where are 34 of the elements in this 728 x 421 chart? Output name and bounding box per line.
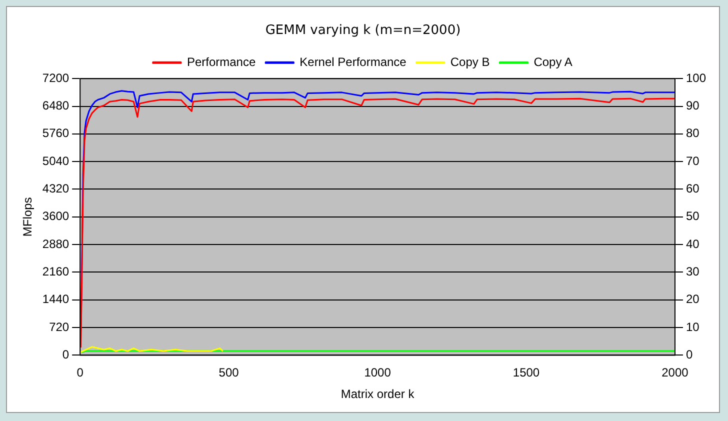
y2-tick-label: 80	[686, 126, 700, 140]
chart-title: GEMM varying k (m=n=2000)	[265, 23, 461, 38]
y2-tick-label: 90	[686, 98, 700, 113]
legend-label: Kernel Performance	[300, 54, 407, 69]
y2-tick-label: 50	[686, 209, 700, 224]
x-tick-label: 1000	[364, 366, 392, 380]
x-tick-label: 2000	[662, 366, 689, 380]
legend-label: Performance	[186, 54, 256, 69]
y-tick-label: 7200	[42, 70, 70, 85]
y-tick-label: 5040	[42, 154, 70, 168]
y2-tick-label: 70	[686, 154, 700, 168]
y2-tick-label: 30	[686, 264, 700, 279]
y-tick-label: 1440	[42, 292, 70, 306]
legend-label: Copy A	[534, 54, 572, 69]
y2-tick-label: 100	[686, 70, 706, 85]
y-tick-label: 2160	[42, 264, 70, 279]
y-tick-label: 5760	[42, 126, 70, 140]
x-tick-label: 500	[218, 366, 240, 380]
y2-tick-label: 10	[686, 320, 700, 334]
x-tick-label: 1500	[512, 366, 540, 380]
y2-tick-label: 40	[686, 236, 700, 251]
legend-label: Copy B	[450, 54, 490, 69]
y-tick-label: 3600	[42, 209, 70, 224]
y-tick-label: 4320	[42, 182, 70, 196]
y-tick-label: 720	[49, 320, 70, 334]
x-axis-title: Matrix order k	[340, 387, 416, 402]
y2-tick-label: 60	[686, 182, 700, 196]
y2-tick-label: 20	[686, 292, 700, 306]
y-tick-label: 6480	[42, 98, 70, 113]
y2-tick-label: 0	[686, 348, 693, 362]
y-tick-label: 0	[62, 348, 70, 362]
y-axis-title: MFlops	[20, 197, 35, 237]
x-tick-label: 0	[76, 366, 84, 380]
y-tick-label: 2880	[42, 236, 70, 251]
